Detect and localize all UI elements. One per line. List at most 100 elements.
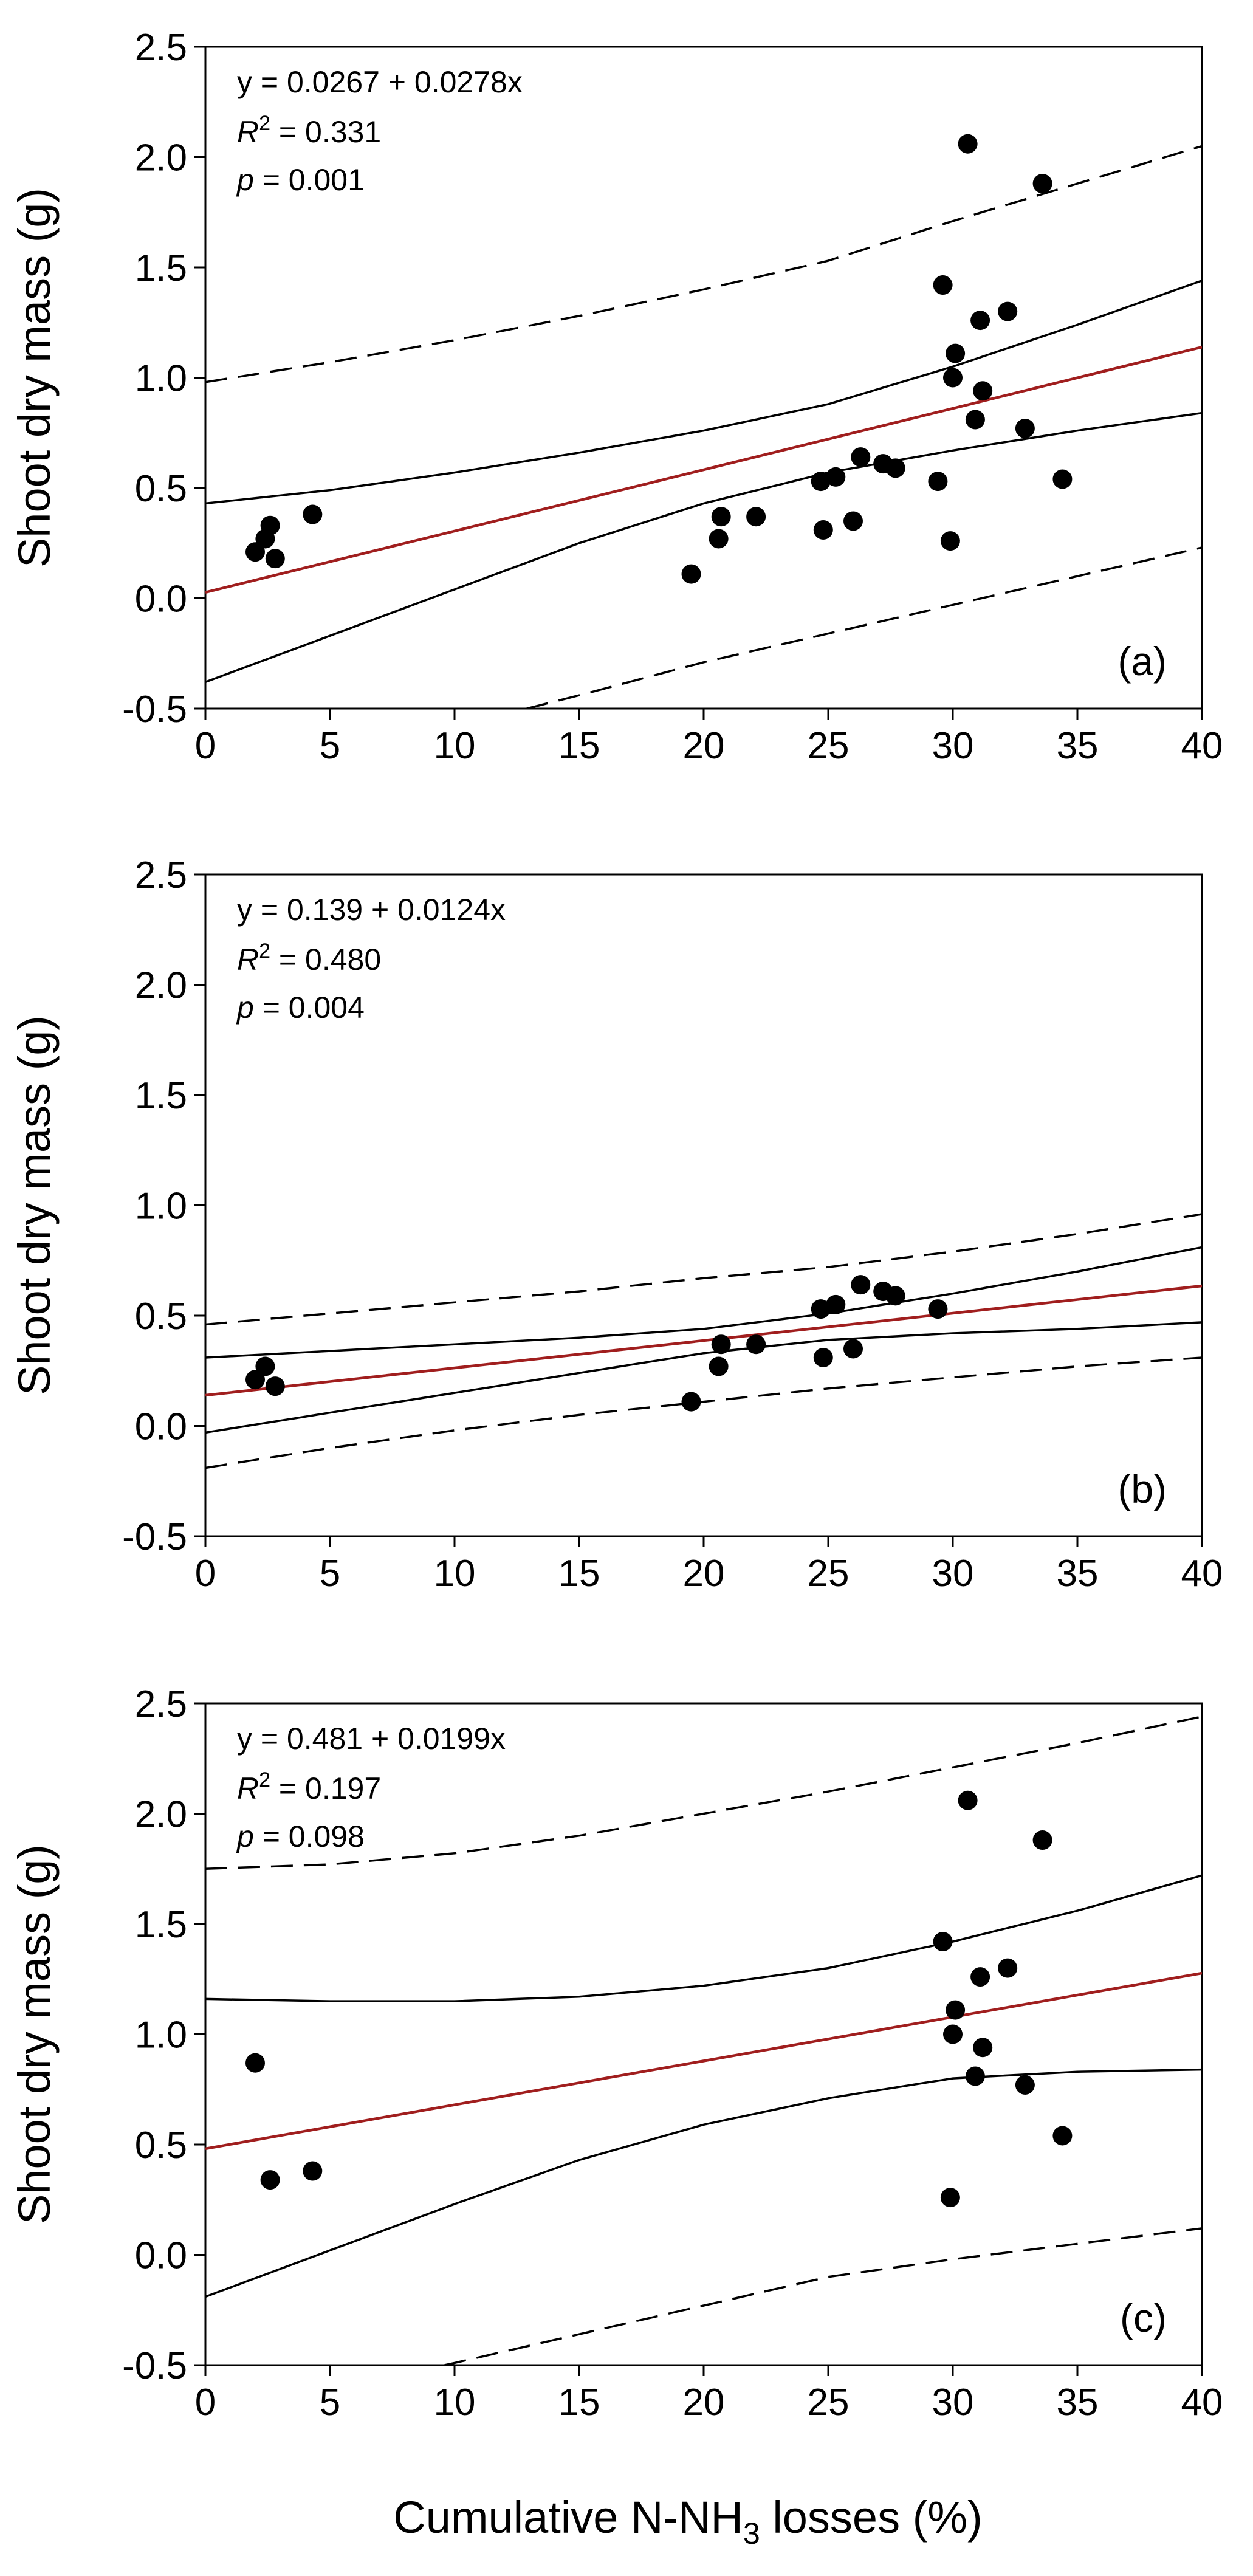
x-tick-label: 20 xyxy=(683,2382,725,2423)
data-point xyxy=(1052,2126,1073,2146)
data-point xyxy=(709,1356,729,1376)
x-tick-label: 40 xyxy=(1181,1553,1223,1595)
data-point xyxy=(1015,418,1035,438)
data-point xyxy=(958,134,978,154)
x-tick-label: 20 xyxy=(683,1553,725,1595)
y-tick-label: 2.0 xyxy=(135,137,187,179)
p-value: p = 0.098 xyxy=(236,1819,365,1853)
data-point xyxy=(813,1347,833,1367)
regression-line xyxy=(205,1971,1202,2151)
y-axis-title: Shoot dry mass (g) xyxy=(9,1015,60,1395)
r-superscript: 2 xyxy=(259,1768,270,1791)
confidence-band-upper xyxy=(205,1874,1202,2002)
data-point xyxy=(709,529,729,549)
data-point xyxy=(970,1967,990,1987)
series-lines xyxy=(205,1716,1202,2365)
x-tick-label: 35 xyxy=(1057,725,1099,767)
confidence-band-lower xyxy=(205,1321,1202,1434)
prediction-band-lower xyxy=(526,546,1202,709)
data-point xyxy=(843,1339,863,1359)
x-axis-title-suffix: losses (%) xyxy=(760,2492,983,2543)
y-tick-label: -0.5 xyxy=(122,689,187,730)
data-point xyxy=(255,1356,275,1376)
r-squared-value: = 0.480 xyxy=(270,943,381,977)
data-point xyxy=(943,2024,963,2044)
data-point xyxy=(933,275,953,295)
x-tick-label: 40 xyxy=(1181,725,1223,767)
data-point xyxy=(933,1932,953,1952)
x-tick-label: 10 xyxy=(434,2382,476,2423)
x-tick-label: 5 xyxy=(320,1553,340,1595)
data-point xyxy=(746,1334,766,1355)
y-tick-label: 2.0 xyxy=(135,965,187,1007)
prediction-band-upper xyxy=(205,1213,1202,1326)
x-tick-label: 25 xyxy=(808,725,850,767)
x-axis-title: Cumulative N-NH3 losses (%) xyxy=(393,2492,982,2550)
x-tick-label: 10 xyxy=(434,725,476,767)
data-point xyxy=(303,504,323,524)
data-point xyxy=(940,531,960,551)
data-point xyxy=(970,311,990,331)
r-squared: R2 = 0.197 xyxy=(237,1768,381,1805)
data-point xyxy=(245,1370,265,1390)
data-point xyxy=(245,542,265,562)
y-axis-title: Shoot dry mass (g) xyxy=(9,188,60,568)
y-tick-label: 1.0 xyxy=(135,2014,187,2056)
regression-equation: y = 0.0267 + 0.0278x xyxy=(237,65,523,99)
data-point xyxy=(998,1958,1018,1978)
data-point xyxy=(946,343,966,363)
data-point xyxy=(973,2038,993,2058)
r-symbol: R xyxy=(237,943,259,977)
x-tick-label: 0 xyxy=(195,1553,216,1595)
data-point xyxy=(260,2170,280,2190)
prediction-band-lower xyxy=(205,1356,1202,1469)
panel-a: 0 5 10 15 20 25 30 35 40 -0.5 0.0 0.5 1.0 1.5 2.0 2.5 Sh… xyxy=(9,27,1223,767)
data-point xyxy=(811,472,831,492)
prediction-band-lower xyxy=(444,2227,1202,2365)
r-squared: R2 = 0.331 xyxy=(237,112,381,149)
y-tick-label: 1.5 xyxy=(135,1075,187,1117)
y-tick-label: 2.0 xyxy=(135,1794,187,1836)
x-tick-label: 40 xyxy=(1181,2382,1223,2423)
data-point xyxy=(826,467,846,487)
y-tick-label: 2.5 xyxy=(135,27,187,69)
prediction-band-upper xyxy=(205,1716,1202,1870)
y-tick-label: 0.0 xyxy=(135,2235,187,2277)
data-point xyxy=(973,381,993,401)
x-tick-label: 0 xyxy=(195,2382,216,2423)
data-point xyxy=(1032,1830,1052,1850)
y-tick-label: 0.5 xyxy=(135,468,187,510)
y-tick-label: 1.5 xyxy=(135,247,187,289)
data-point xyxy=(826,1294,846,1314)
panel-label: (c) xyxy=(1120,2295,1167,2340)
data-point xyxy=(958,1790,978,1810)
data-point xyxy=(965,410,985,430)
x-tick-label: 25 xyxy=(808,1553,850,1595)
x-tick-label: 35 xyxy=(1057,2382,1099,2423)
data-point xyxy=(813,520,833,540)
y-axis-title: Shoot dry mass (g) xyxy=(9,1844,60,2224)
y-tick-label: 0.5 xyxy=(135,1296,187,1338)
data-point xyxy=(245,2053,265,2073)
panel-c: 0 5 10 15 20 25 30 35 40 -0.5 0.0 0.5 1.0 1.5 2.0 2.5 Sh… xyxy=(9,1683,1223,2423)
confidence-band-lower xyxy=(205,2068,1202,2298)
data-point xyxy=(998,301,1018,321)
regression-line xyxy=(205,345,1202,594)
p-symbol: p xyxy=(236,1819,254,1853)
x-tick-label: 5 xyxy=(320,725,340,767)
p-symbol: p xyxy=(236,991,254,1025)
y-tick-label: 0.0 xyxy=(135,579,187,620)
x-tick-label: 30 xyxy=(932,725,974,767)
y-tick-label: 2.5 xyxy=(135,854,187,896)
data-point xyxy=(711,507,731,527)
data-point xyxy=(681,1392,701,1412)
r-symbol: R xyxy=(237,1771,259,1805)
p-value-text: = 0.001 xyxy=(254,163,365,197)
data-point xyxy=(885,458,905,478)
x-axis-title-subscript: 3 xyxy=(743,2516,760,2550)
series-lines xyxy=(205,1213,1202,1469)
x-tick-label: 20 xyxy=(683,725,725,767)
confidence-band-lower xyxy=(205,411,1202,684)
panels: 0 5 10 15 20 25 30 35 40-0.50.00.51.01.52.02.5Sh… xyxy=(9,27,1223,2423)
